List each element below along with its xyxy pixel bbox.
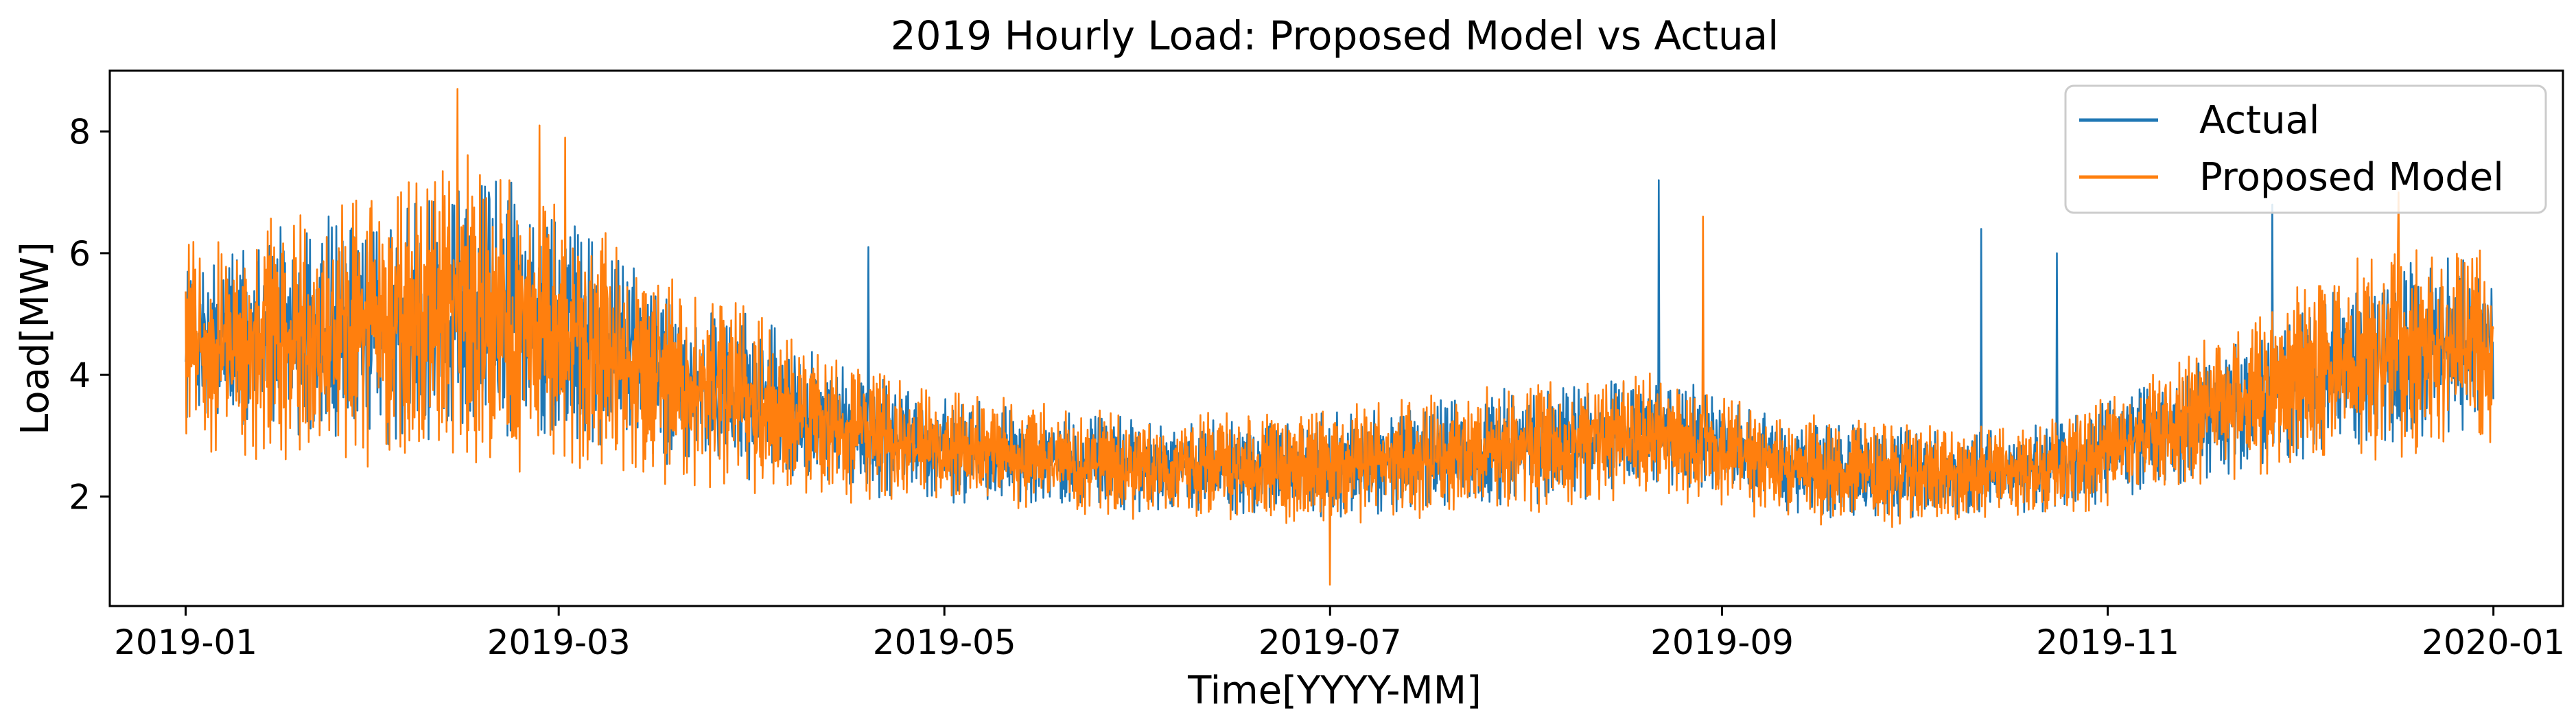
x-tick-label: 2019-07	[1258, 622, 1402, 662]
y-tick-label: 8	[69, 113, 91, 152]
x-tick-label: 2019-03	[487, 622, 631, 662]
series-line-proposed-model	[185, 88, 2494, 586]
x-tick-label: 2020-01	[2422, 622, 2565, 662]
x-tick-label: 2019-01	[114, 622, 257, 662]
x-tick-label: 2019-09	[1650, 622, 1794, 662]
legend: Actual Proposed Model	[2064, 84, 2547, 214]
legend-box	[2064, 84, 2547, 214]
chart-title: 2019 Hourly Load: Proposed Model vs Actu…	[891, 12, 1779, 59]
x-axis-label: Time[YYYY-MM]	[1187, 668, 1482, 713]
legend-actual-label: Actual	[2199, 98, 2319, 143]
plot-frame	[108, 69, 2564, 607]
y-axis: 2 4 6 8	[69, 113, 110, 517]
series-layer	[185, 88, 2494, 586]
y-tick-label: 4	[69, 356, 91, 395]
x-tick-label: 2019-05	[873, 622, 1016, 662]
x-tick-label: 2019-11	[2036, 622, 2179, 662]
y-tick-label: 2	[69, 477, 91, 517]
legend-proposed-model-label: Proposed Model	[2199, 155, 2504, 200]
x-axis: 2019-01 2019-03 2019-05 2019-07 2019-09 2019-…	[114, 606, 2565, 662]
y-axis-label: Load[MW]	[13, 242, 58, 435]
y-tick-label: 6	[69, 234, 91, 274]
